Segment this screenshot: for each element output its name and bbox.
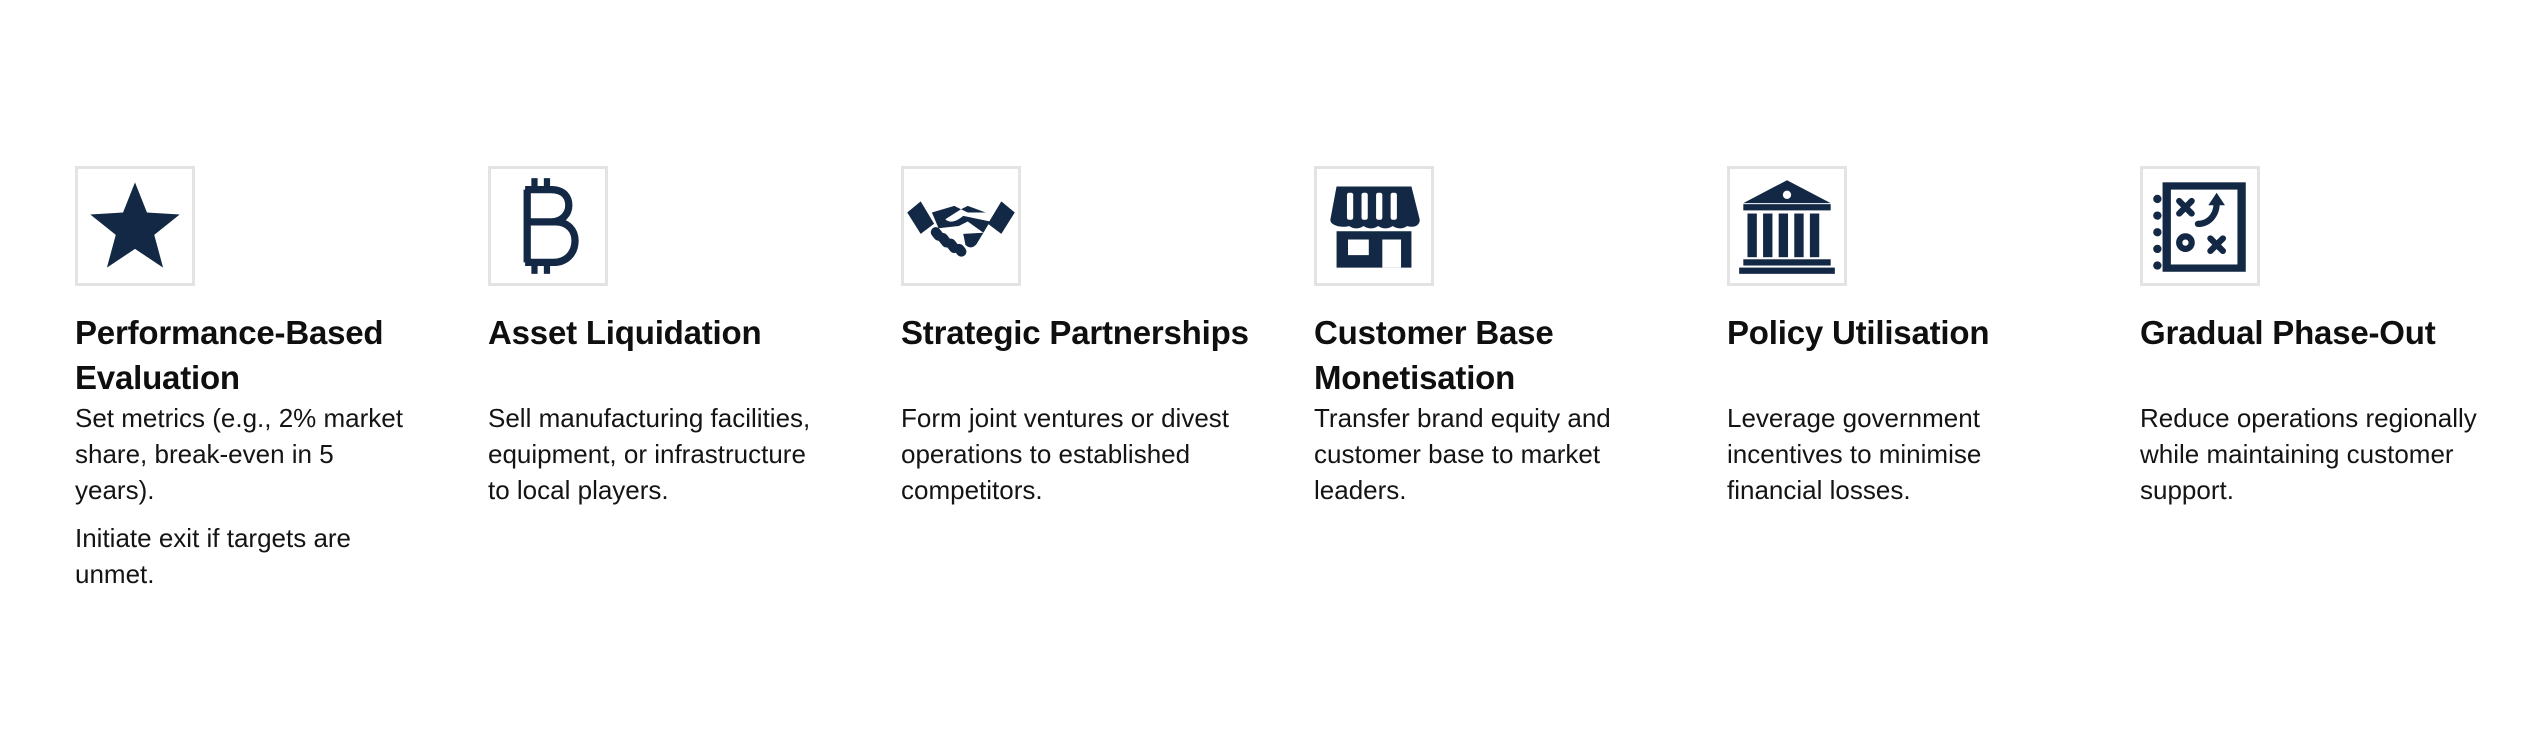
card-description: Leverage government incentives to minimi…	[1727, 403, 1982, 505]
icon-frame	[75, 166, 195, 286]
card-gradual-phase-out: Gradual Phase-Out Reduce operations regi…	[2140, 166, 2541, 592]
strategy-playbook-icon	[2153, 182, 2246, 272]
icon-frame	[2140, 166, 2260, 286]
icon-frame	[488, 166, 608, 286]
icon-frame	[1727, 166, 1847, 286]
card-title: Policy Utilisation	[1727, 314, 1990, 351]
card-description: Sell manufacturing facilities, equipment…	[488, 403, 811, 505]
card-description: Initiate exit if targets are unmet.	[75, 523, 352, 589]
card-title: Strategic Partnerships	[901, 314, 1249, 351]
bitcoin-icon	[523, 178, 579, 274]
icon-frame	[1314, 166, 1434, 286]
card-asset-liquidation: Asset Liquidation Sell manufacturing fac…	[488, 166, 901, 592]
storefront-icon	[1330, 186, 1420, 268]
card-description: Transfer brand equity and customer base …	[1314, 403, 1611, 505]
card-description: Form joint ventures or divest operations…	[901, 403, 1230, 505]
star-icon	[90, 182, 180, 268]
card-strategic-partnerships: Strategic Partnerships Form joint ventur…	[901, 166, 1314, 592]
card-title: Performance-Based Evaluation	[75, 314, 384, 396]
card-title: Asset Liquidation	[488, 314, 762, 351]
card-customer-base-monetisation: Customer Base Monetisation Transfer bran…	[1314, 166, 1727, 592]
handshake-icon	[907, 201, 1015, 257]
card-description: Set metrics (e.g., 2% market share, brea…	[75, 403, 403, 505]
strategy-cards-row: Performance-Based Evaluation Set metrics…	[75, 166, 2541, 592]
card-policy-utilisation: Policy Utilisation Leverage government i…	[1727, 166, 2140, 592]
icon-frame	[901, 166, 1021, 286]
card-title: Customer Base Monetisation	[1314, 314, 1554, 396]
card-title: Gradual Phase-Out	[2140, 314, 2436, 351]
government-building-icon	[1739, 180, 1835, 274]
card-performance-based-evaluation: Performance-Based Evaluation Set metrics…	[75, 166, 488, 592]
card-description: Reduce operations regionally while maint…	[2140, 403, 2477, 505]
